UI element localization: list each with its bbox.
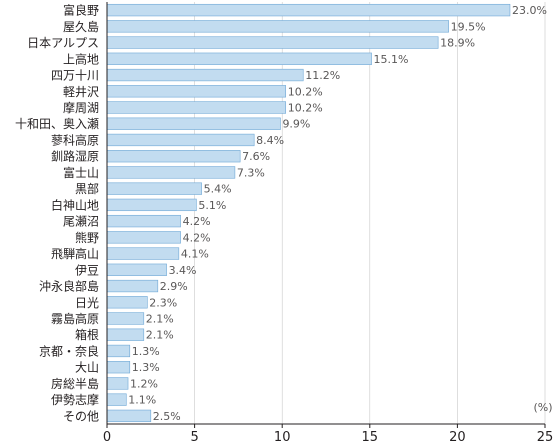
gridlines [194, 2, 546, 424]
bar-11 [106, 182, 202, 195]
value-label-20: 2.1% [146, 329, 174, 342]
value-label-2: 18.9% [440, 37, 475, 50]
bar-16 [106, 263, 167, 276]
bar-23 [106, 377, 129, 390]
category-label-11: 黒部 [75, 181, 99, 196]
bar-19 [106, 312, 145, 325]
bar-7 [106, 117, 281, 130]
bar-4 [106, 68, 304, 82]
x-tick-label-10: 10 [274, 430, 291, 445]
bar-25 [106, 409, 152, 423]
value-label-7: 9.9% [282, 118, 310, 131]
value-label-24: 1.1% [128, 394, 156, 407]
value-label-21: 1.3% [132, 345, 160, 358]
bar-15 [106, 247, 180, 260]
value-label-15: 4.1% [181, 248, 209, 261]
value-label-6: 10.2% [288, 102, 323, 115]
category-label-1: 屋久島 [63, 19, 99, 34]
bar-10 [106, 166, 236, 179]
value-label-16: 3.4% [169, 264, 197, 277]
value-label-3: 15.1% [374, 53, 409, 66]
x-tick-label-5: 5 [190, 430, 198, 445]
bar-8 [106, 133, 255, 147]
x-tick-label-20: 20 [449, 430, 466, 445]
bar-14 [106, 231, 181, 244]
x-tick-label-25: 25 [537, 430, 554, 445]
value-label-12: 5.1% [198, 199, 226, 212]
axes: 0 5 10 15 20 25 (%) [103, 2, 553, 445]
bar-6 [106, 101, 287, 114]
value-label-23: 1.2% [130, 377, 158, 390]
category-label-10: 富士山 [63, 165, 99, 180]
category-label-12: 白神山地 [51, 197, 99, 212]
x-tick-label-15: 15 [362, 430, 379, 445]
category-label-0: 富良野 [63, 3, 99, 18]
category-label-6: 摩周湖 [63, 100, 99, 115]
value-label-19: 2.1% [146, 313, 174, 326]
bar-9 [106, 150, 241, 163]
category-label-14: 熊野 [75, 230, 99, 245]
bar-21 [106, 344, 131, 358]
category-label-24: 伊勢志摩 [51, 392, 99, 407]
bar-0 [106, 3, 511, 17]
unit-label: (%) [533, 401, 552, 414]
bar-20 [106, 328, 145, 341]
category-label-18: 日光 [75, 296, 99, 310]
value-labels: 23.0% 19.5% 18.9% 15.1% 11.2% 10.2% 10.2% 9.9% 8… [128, 4, 547, 423]
x-tick-label-0: 0 [103, 430, 111, 445]
value-label-13: 4.2% [183, 215, 211, 228]
value-label-8: 8.4% [256, 134, 284, 147]
value-label-4: 11.2% [305, 69, 340, 82]
value-label-9: 7.6% [242, 150, 270, 163]
category-label-16: 伊豆 [75, 263, 99, 277]
value-label-14: 4.2% [183, 231, 211, 244]
category-label-17: 沖永良部島 [39, 279, 99, 294]
value-label-1: 19.5% [451, 20, 486, 33]
bar-2 [106, 36, 439, 49]
value-label-10: 7.3% [237, 166, 265, 179]
category-label-9: 釧路湿原 [51, 149, 99, 164]
value-label-5: 10.2% [288, 85, 323, 98]
bar-17 [106, 279, 159, 293]
bar-18 [106, 296, 148, 309]
value-label-0: 23.0% [512, 4, 547, 17]
bars [106, 3, 511, 423]
category-label-7: 十和田、奥入瀬 [15, 117, 99, 131]
category-label-20: 箱根 [75, 327, 99, 342]
category-label-4: 四万十川 [51, 69, 99, 83]
category-label-13: 尾瀬沼 [63, 215, 99, 229]
bar-1 [106, 20, 449, 33]
category-label-23: 房総半島 [51, 376, 99, 391]
category-label-2: 日本アルプス [27, 36, 99, 50]
bar-24 [106, 393, 127, 406]
category-labels: 富良野屋久島日本アルプス上高地四万十川軽井沢摩周湖十和田、奥入瀬蓼科高原釧路湿原… [15, 3, 99, 424]
category-label-8: 蓼科高原 [51, 132, 99, 147]
category-label-3: 上高地 [63, 51, 99, 66]
value-label-11: 5.4% [204, 183, 232, 196]
value-label-22: 1.3% [132, 361, 160, 374]
bar-13 [106, 214, 181, 228]
value-label-18: 2.3% [149, 296, 177, 309]
value-label-17: 2.9% [160, 280, 188, 293]
bar-5 [106, 85, 287, 98]
category-label-5: 軽井沢 [63, 85, 99, 99]
category-label-25: その他 [63, 409, 99, 423]
category-label-19: 霧島高原 [51, 311, 99, 326]
category-label-21: 京都・奈良 [39, 343, 99, 358]
value-label-25: 2.5% [153, 410, 181, 423]
bar-12 [106, 198, 197, 212]
category-label-15: 飛騨高山 [51, 246, 99, 261]
category-label-22: 大山 [75, 361, 99, 375]
bar-22 [106, 361, 131, 374]
bar-3 [106, 52, 372, 65]
